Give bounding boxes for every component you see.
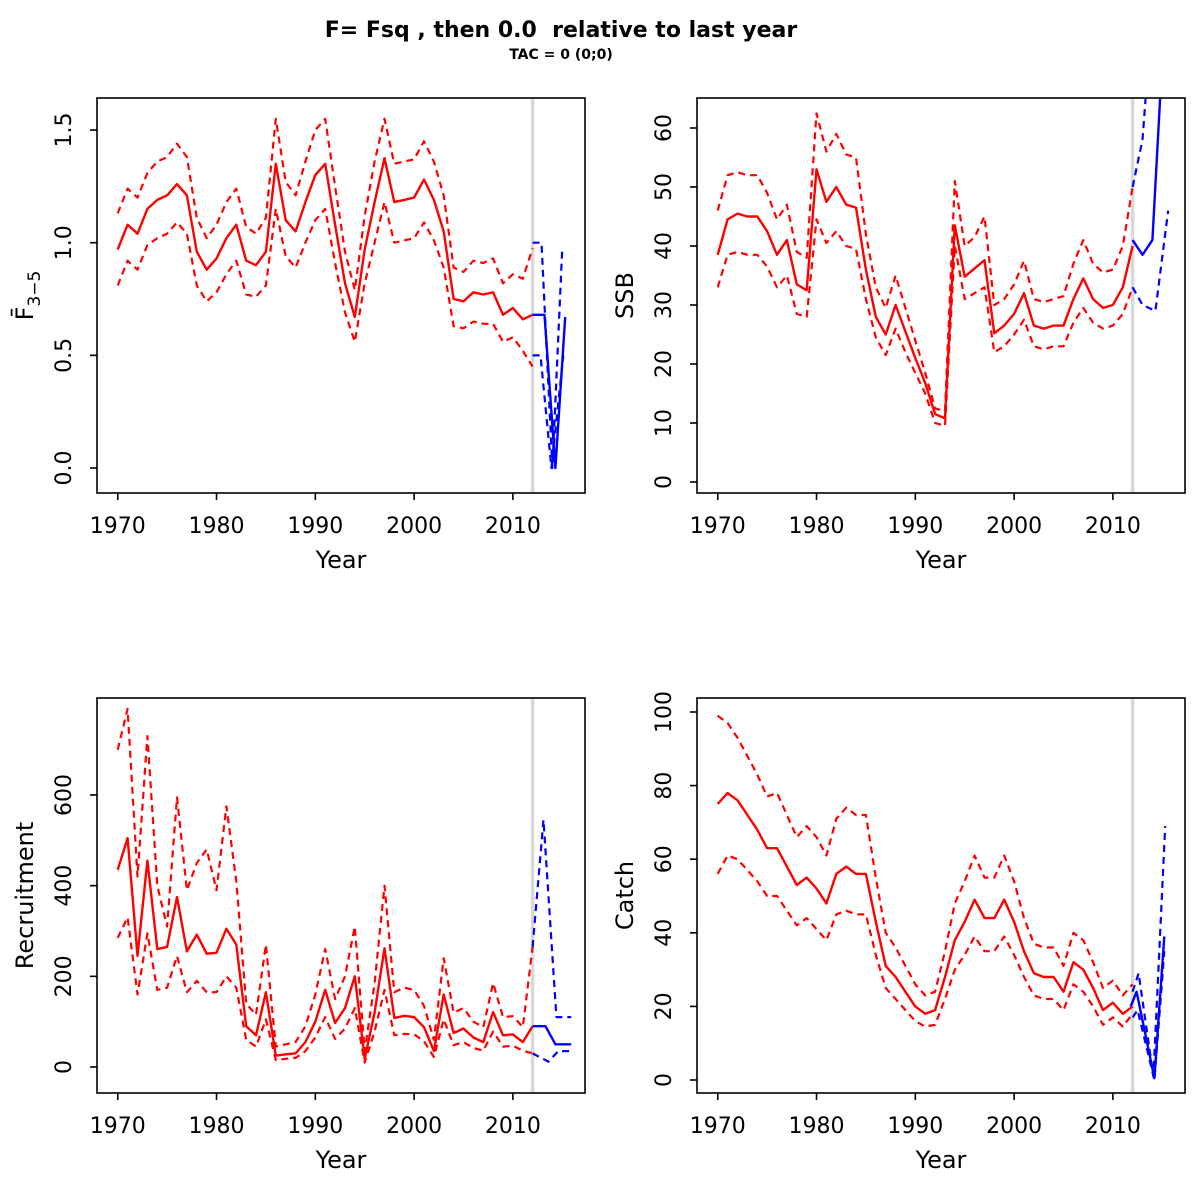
- y-tick-label: 60: [652, 845, 677, 873]
- plot-border: [696, 97, 1186, 494]
- x-tick-label: 1970: [690, 514, 746, 539]
- x-axis-label: Year: [915, 546, 967, 574]
- y-axis-label: Catch: [611, 861, 639, 930]
- x-tick-label: 2010: [1085, 514, 1141, 539]
- y-tick-label: 400: [52, 865, 77, 907]
- series-ci-upper-historical: [116, 707, 534, 1053]
- panel-ssb-chart: 1970 1980 1990 2000 2010 Year 0 10 20 30 40 50 60 SSB: [611, 97, 1186, 574]
- y-tick-label: 100: [652, 691, 677, 733]
- plot-border: [696, 697, 1186, 1094]
- x-tick-label: 1980: [189, 514, 245, 539]
- y-tick-label: 0.5: [52, 338, 77, 373]
- plot-border: [96, 697, 586, 1094]
- series-ci-upper-projection: [531, 818, 572, 1019]
- series-median-historical: [716, 791, 1134, 1015]
- panel-fbar-chart: 1970 1980 1990 2000 2010 Year 0.0 0.5 1.0 1.5 F̄3−…: [10, 97, 586, 574]
- y-tick-label: 0.0: [52, 451, 77, 486]
- figure-title: F= Fsq , then 0.0 relative to last year: [324, 18, 798, 43]
- x-axis-label: Year: [915, 1146, 967, 1174]
- x-tick-label: 2000: [986, 1114, 1042, 1139]
- series-ci-lower-historical: [116, 201, 534, 368]
- series-ci-upper-historical: [716, 112, 1134, 413]
- y-tick-label: 60: [652, 114, 677, 142]
- y-axis-label: F̄3−5: [10, 271, 45, 321]
- x-tick-label: 1970: [690, 1114, 746, 1139]
- x-tick-label: 1970: [90, 1114, 146, 1139]
- series-ci-upper-projection: [1131, 826, 1167, 1078]
- series-ci-upper-projection: [1131, 98, 1147, 188]
- x-tick-label: 1970: [90, 514, 146, 539]
- series-ci-lower-projection: [1131, 210, 1170, 312]
- y-tick-label: 0: [652, 475, 677, 489]
- series-ci-lower-projection: [532, 1050, 570, 1063]
- x-tick-label: 1990: [887, 1114, 943, 1139]
- series-ci-lower-projection: [532, 354, 565, 470]
- x-tick-label: 2000: [986, 514, 1042, 539]
- x-tick-label: 2000: [386, 514, 442, 539]
- panel-recruitment-chart: 1970 1980 1990 2000 2010 Year 0 200 400 600 Recrui…: [11, 697, 586, 1174]
- y-tick-label: 20: [652, 350, 677, 378]
- y-tick-label: 20: [652, 992, 677, 1020]
- y-axis-label: Recruitment: [11, 822, 39, 969]
- x-tick-label: 2010: [485, 514, 541, 539]
- y-tick-label: 0: [52, 1060, 77, 1074]
- series-ci-lower-historical: [716, 218, 1134, 427]
- y-tick-label: 40: [652, 919, 677, 947]
- series-median-historical: [116, 836, 534, 1060]
- x-tick-label: 2010: [1085, 1114, 1141, 1139]
- series-median-projection: [1131, 98, 1162, 257]
- x-axis-label: Year: [315, 546, 367, 574]
- series-ci-upper-historical: [116, 117, 534, 292]
- panel-catch-chart: 1970 1980 1990 2000 2010 Year 0 20 40 60 80 100 Catc…: [611, 691, 1186, 1174]
- figure-subtitle: TAC = 0 (0;0): [509, 47, 613, 63]
- y-tick-label: 1.0: [52, 225, 77, 260]
- x-tick-label: 1990: [887, 514, 943, 539]
- y-tick-label: 200: [52, 955, 77, 997]
- x-tick-label: 1980: [189, 1114, 245, 1139]
- y-tick-label: 40: [652, 232, 677, 260]
- y-tick-label: 0: [652, 1073, 677, 1087]
- x-tick-label: 1980: [789, 514, 845, 539]
- x-axis-label: Year: [315, 1146, 367, 1174]
- series-ci-upper-historical: [717, 714, 1134, 997]
- y-tick-label: 80: [652, 772, 677, 800]
- y-tick-label: 30: [652, 291, 677, 319]
- x-tick-label: 1990: [287, 1114, 343, 1139]
- x-tick-label: 1990: [287, 514, 343, 539]
- y-axis-label: SSB: [611, 272, 639, 319]
- x-tick-label: 2010: [485, 1114, 541, 1139]
- series-median-projection: [532, 1025, 572, 1046]
- series-median-projection: [1129, 936, 1166, 1080]
- x-tick-label: 1980: [789, 1114, 845, 1139]
- series-ci-lower-historical: [116, 916, 533, 1064]
- series-median-historical: [716, 168, 1134, 420]
- y-tick-label: 50: [652, 173, 677, 201]
- y-tick-label: 10: [652, 409, 677, 437]
- series-median-historical: [116, 156, 534, 321]
- y-tick-label: 1.5: [52, 113, 77, 148]
- x-tick-label: 2000: [386, 1114, 442, 1139]
- plot-border: [96, 97, 586, 494]
- series-median-projection: [532, 313, 567, 470]
- y-tick-label: 600: [52, 774, 77, 816]
